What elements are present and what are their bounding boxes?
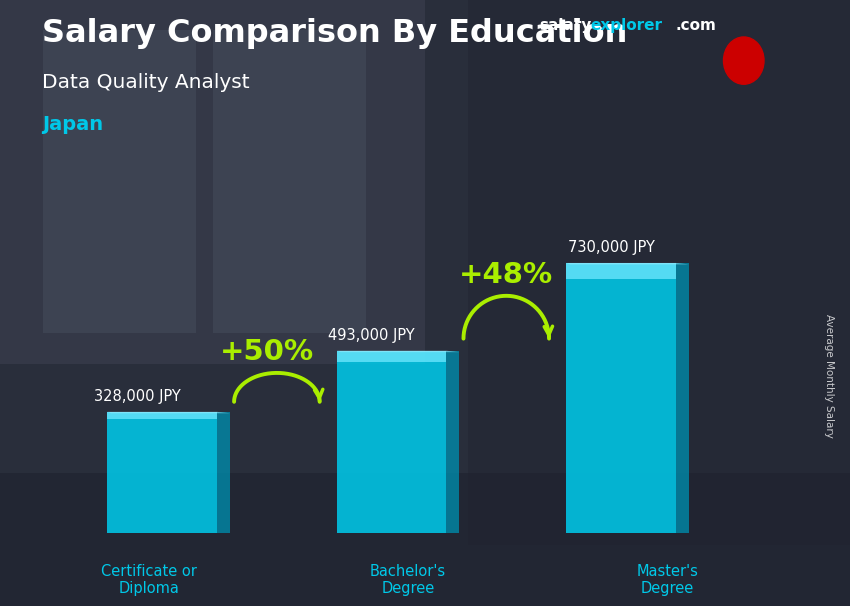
Text: Data Quality Analyst: Data Quality Analyst xyxy=(42,73,250,92)
Bar xyxy=(337,351,446,362)
Bar xyxy=(566,263,676,279)
Bar xyxy=(217,412,230,533)
Bar xyxy=(468,0,850,545)
Polygon shape xyxy=(337,351,459,352)
Text: 328,000 JPY: 328,000 JPY xyxy=(94,388,180,404)
Bar xyxy=(107,412,217,419)
Bar xyxy=(0,473,850,606)
Text: 493,000 JPY: 493,000 JPY xyxy=(328,328,415,342)
Bar xyxy=(337,351,446,533)
Bar xyxy=(676,263,688,533)
Bar xyxy=(446,351,459,533)
Text: Salary Comparison By Education: Salary Comparison By Education xyxy=(42,18,628,49)
Bar xyxy=(566,263,676,533)
Text: Japan: Japan xyxy=(42,115,104,134)
Text: 730,000 JPY: 730,000 JPY xyxy=(568,240,654,255)
Polygon shape xyxy=(107,412,230,413)
Bar xyxy=(42,30,196,333)
Text: salary: salary xyxy=(540,18,592,33)
Circle shape xyxy=(723,37,764,84)
Text: explorer: explorer xyxy=(591,18,663,33)
Text: Master's
Degree: Master's Degree xyxy=(637,564,698,596)
Bar xyxy=(0,0,425,364)
Text: Bachelor's
Degree: Bachelor's Degree xyxy=(370,564,446,596)
Text: +50%: +50% xyxy=(220,338,314,366)
Text: Average Monthly Salary: Average Monthly Salary xyxy=(824,314,834,438)
Polygon shape xyxy=(566,263,688,264)
Text: Certificate or
Diploma: Certificate or Diploma xyxy=(101,564,196,596)
Bar xyxy=(212,30,366,333)
Text: +48%: +48% xyxy=(459,261,553,289)
Text: .com: .com xyxy=(676,18,717,33)
Bar xyxy=(107,412,217,533)
